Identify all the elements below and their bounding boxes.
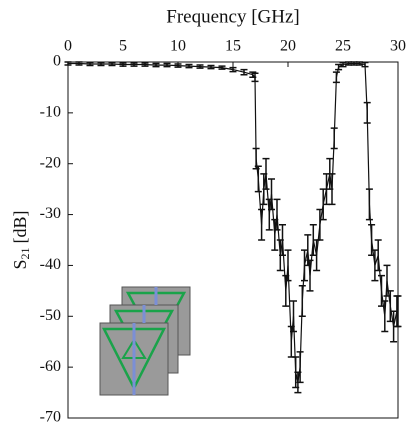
error-bar	[251, 72, 259, 83]
error-bar	[207, 64, 215, 70]
chart-title: Frequency [GHz]	[166, 6, 299, 27]
error-bar	[258, 208, 266, 241]
error-bar	[218, 65, 226, 70]
y-tick-label: -60	[40, 358, 61, 375]
error-bar	[330, 127, 338, 150]
x-tick-label: 5	[119, 38, 127, 55]
error-bar	[328, 173, 336, 206]
error-bar	[361, 61, 369, 68]
error-bar	[185, 63, 193, 69]
x-tick-label: 25	[335, 38, 351, 55]
error-bar	[141, 62, 149, 67]
error-bar	[268, 178, 275, 211]
error-bar	[97, 61, 105, 67]
error-bar	[163, 62, 171, 68]
y-tick-label: -50	[40, 307, 61, 324]
x-tick-label: 0	[64, 38, 72, 55]
error-bar	[262, 157, 270, 190]
error-bar	[374, 239, 382, 272]
y-tick-label: -40	[40, 256, 61, 273]
error-bar	[365, 188, 373, 221]
error-bar	[130, 62, 138, 67]
error-bar	[273, 198, 281, 231]
error-bar	[371, 249, 379, 282]
error-bar	[64, 61, 72, 66]
error-bar	[316, 208, 324, 241]
error-bar	[279, 223, 286, 257]
y-label-symbol: S	[10, 259, 30, 269]
y-tick-label: -10	[40, 104, 61, 121]
y-tick-label: -70	[40, 409, 61, 424]
error-bar	[394, 295, 402, 328]
error-bar	[196, 64, 204, 69]
error-bar	[332, 71, 340, 84]
error-bar	[296, 351, 304, 384]
error-bar	[386, 290, 394, 323]
error-bar	[298, 285, 306, 318]
error-bar	[119, 62, 127, 67]
error-bar	[240, 68, 248, 76]
inset-picture	[99, 286, 191, 396]
error-bar	[254, 165, 262, 193]
error-bar	[284, 249, 292, 282]
error-bar	[363, 101, 371, 124]
x-tick-label: 15	[225, 38, 241, 55]
y-tick-label: -30	[40, 205, 61, 222]
error-bar	[381, 300, 389, 333]
y-label-subscript: 21	[18, 247, 32, 259]
error-bar	[229, 66, 237, 73]
error-bar	[86, 61, 94, 67]
y-axis-label: S21 [dB]	[10, 210, 32, 269]
y-tick-label: -20	[40, 154, 61, 171]
x-tick-label: 10	[170, 38, 186, 55]
y-tick-label: 0	[53, 53, 61, 70]
x-tick-label: 30	[390, 38, 406, 55]
error-bar	[152, 62, 160, 68]
error-bar	[108, 61, 116, 67]
error-bar	[335, 63, 343, 71]
error-bar	[306, 259, 314, 292]
error-bar	[290, 300, 297, 333]
y-label-unit: [dB]	[10, 210, 30, 243]
error-bar	[174, 63, 182, 68]
error-bar	[75, 61, 83, 66]
x-tick-label: 20	[280, 38, 296, 55]
